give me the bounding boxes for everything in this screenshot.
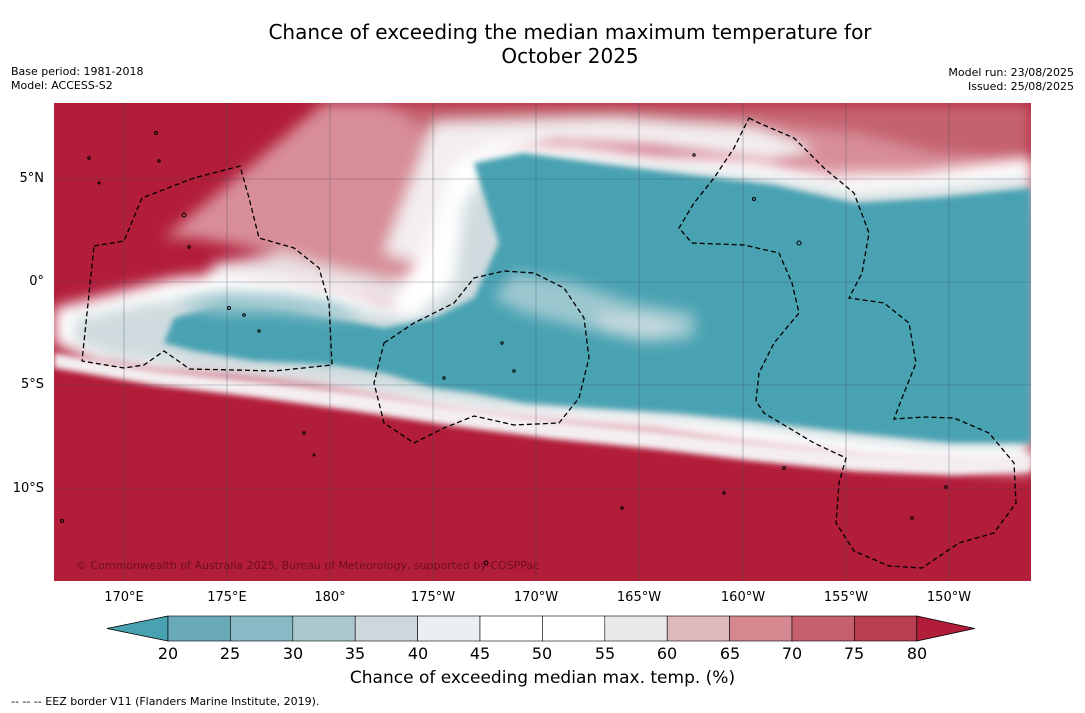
eez-borders — [81, 117, 1017, 569]
colorbar-segment — [167, 615, 231, 642]
islands — [60, 131, 948, 566]
colorbar-tick-45: 45 — [469, 644, 491, 663]
model-name: Model: ACCESS-S2 — [11, 79, 113, 92]
metadata-right: Model run: 23/08/2025 Issued: 25/08/2025 — [948, 66, 1074, 94]
colorbar-tick-50: 50 — [531, 644, 553, 663]
model-run: Model run: 23/08/2025 — [948, 66, 1074, 79]
lon-label-150w: 150°W — [926, 590, 972, 605]
colorbar-segment — [479, 615, 543, 642]
colorbar-segment — [354, 615, 418, 642]
lon-label-160w: 160°W — [720, 590, 766, 605]
forecast-map — [54, 103, 1031, 581]
lat-label-5n: 5°N — [19, 171, 45, 186]
title-line-2: October 2025 — [501, 44, 639, 68]
lon-label-155w: 155°W — [823, 590, 869, 605]
colorbar-tick-75: 75 — [843, 644, 865, 663]
colorbar-tick-60: 60 — [656, 644, 678, 663]
colorbar-tick-55: 55 — [594, 644, 616, 663]
lat-label-10s: 10°S — [12, 481, 44, 496]
colorbar-segment — [854, 615, 918, 642]
southern-transition — [54, 353, 1031, 475]
colorbar-segment — [230, 615, 294, 642]
colorbar-segment — [729, 615, 793, 642]
base-period: Base period: 1981-2018 — [11, 65, 144, 78]
colorbar-segment — [292, 615, 356, 642]
colorbar-tick-40: 40 — [407, 644, 429, 663]
colorbar-segment — [417, 615, 481, 642]
lon-label-170w: 170°W — [513, 590, 559, 605]
colorbar-label: Chance of exceeding median max. temp. (%… — [349, 668, 736, 688]
graticule — [54, 103, 1031, 581]
colorbar-segment — [791, 615, 855, 642]
lat-label-5s: 5°S — [20, 377, 44, 392]
lon-label-175e: 175°E — [207, 590, 247, 605]
colorbar-tick-20: 20 — [157, 644, 179, 663]
issued-date: Issued: 25/08/2025 — [967, 80, 1074, 93]
copyright-notice: © Commonwealth of Australia 2025, Bureau… — [76, 559, 540, 572]
lon-label-165w: 165°W — [616, 590, 662, 605]
eez-footnote: -- -- -- EEZ border V11 (Flanders Marine… — [11, 695, 320, 708]
colorbar-tick-25: 25 — [219, 644, 241, 663]
colorbar-under-arrow — [106, 615, 169, 642]
metadata-left: Base period: 1981-2018 Model: ACCESS-S2 — [11, 65, 143, 93]
colorbar-segment — [542, 615, 606, 642]
colorbar-tick-70: 70 — [781, 644, 803, 663]
colorbar-tick-35: 35 — [344, 644, 366, 663]
lon-label-170e: 170°E — [104, 590, 144, 605]
lat-label-equator: 0° — [29, 274, 44, 289]
colorbar — [106, 615, 975, 642]
colorbar-segment — [604, 615, 668, 642]
lon-label-175w: 175°W — [410, 590, 456, 605]
colorbar-tick-30: 30 — [282, 644, 304, 663]
colorbar-over-arrow — [916, 615, 975, 642]
colorbar-segment — [666, 615, 730, 642]
colorbar-tick-80: 80 — [906, 644, 928, 663]
colorbar-tick-65: 65 — [719, 644, 741, 663]
map-canvas — [54, 103, 1031, 581]
lon-label-180: 180° — [314, 590, 346, 605]
title-line-1: Chance of exceeding the median maximum t… — [268, 20, 872, 44]
chart-title: Chance of exceeding the median maximum t… — [0, 20, 1085, 68]
